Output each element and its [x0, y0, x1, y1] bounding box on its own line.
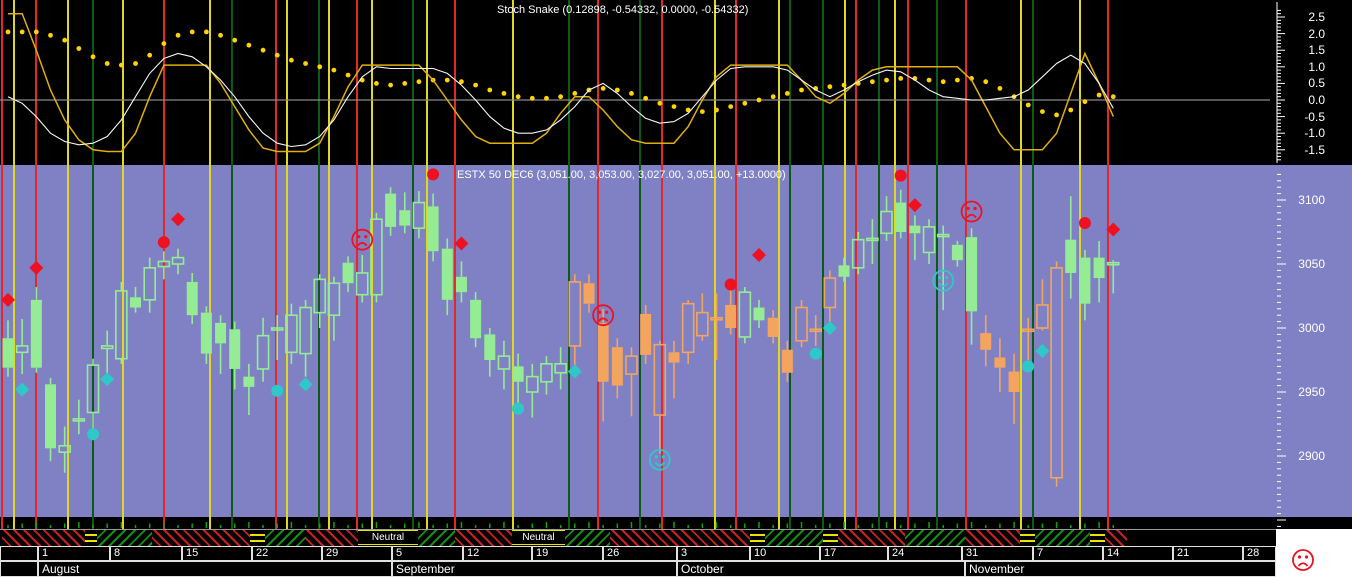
date-cell: 10 — [750, 546, 820, 561]
date-cell: 31 — [962, 546, 1033, 561]
signal-segment-flat — [250, 530, 265, 546]
stoch-ytick-label: 2.5 — [1308, 10, 1325, 24]
stoch-ytick-label: 2.0 — [1308, 26, 1325, 41]
month-cell: October — [677, 561, 965, 577]
symbol-quote-title: ESTX 50 DEC6 (3,051.00, 3,053.00, 3,027.… — [457, 169, 786, 181]
signal-segment-flat — [1090, 530, 1105, 546]
axis-separator-line — [0, 529, 1276, 530]
stoch-ytick-label: -1.5 — [1304, 142, 1325, 157]
signal-segment-bear — [455, 530, 512, 546]
signal-segment-flat — [750, 530, 765, 546]
date-cell: 26 — [603, 546, 677, 561]
date-cell: 21 — [1173, 546, 1243, 561]
date-cell — [0, 546, 38, 561]
price-y-axis[interactable]: 3100 3050 3000 2950 2900 — [1270, 165, 1352, 517]
stoch-ytick-label: 1.0 — [1308, 59, 1325, 74]
date-cell: 7 — [1033, 546, 1103, 561]
signal-segment-neutral: Neutral — [358, 530, 418, 545]
month-cell: September — [392, 561, 677, 577]
price-ytick-label: 2900 — [1298, 449, 1325, 463]
signal-segment-bull — [905, 530, 965, 546]
signal-segment-neutral: Neutral — [512, 530, 565, 545]
month-cell: August — [38, 561, 392, 577]
signal-segment-bear — [838, 530, 905, 546]
date-cell: 29 — [322, 546, 392, 561]
date-cell: 1 — [38, 546, 110, 561]
stoch-y-axis[interactable]: 2.5 2.0 1.5 1.0 0.5 0.0 -0.5 -1.0 -1.5 — [1270, 0, 1352, 165]
signal-segment-bear — [610, 530, 750, 546]
month-axis: August September October November — [0, 561, 1276, 577]
stoch-ytick-label: 0.5 — [1308, 76, 1325, 91]
signal-segment-bull — [565, 530, 610, 546]
month-cell — [0, 561, 38, 577]
stoch-ytick-label: -0.5 — [1304, 109, 1325, 124]
signal-segment-bear — [965, 530, 1020, 546]
date-cell: 15 — [182, 546, 252, 561]
stoch-indicator-panel[interactable] — [0, 0, 1270, 165]
status-corner — [1276, 529, 1352, 577]
date-cell: 24 — [888, 546, 962, 561]
date-cell: 12 — [463, 546, 532, 561]
stoch-indicator-title: Stoch Snake (0.12898, -0.54332, 0.0000, … — [497, 4, 749, 16]
signal-segment-bull — [765, 530, 823, 546]
signal-segment-bear — [305, 530, 358, 546]
signal-segment-bull — [1035, 530, 1090, 546]
signal-segment-flat — [85, 530, 97, 546]
date-cell: 28 — [1243, 546, 1276, 561]
signal-segment-bull — [265, 530, 305, 546]
date-cell: 8 — [110, 546, 182, 561]
date-axis: 1 8 15 22 29 5 12 19 26 3 10 17 24 31 7 14 21 28 — [0, 546, 1276, 561]
stoch-ytick-label: -1.0 — [1304, 126, 1325, 141]
date-cell: 22 — [252, 546, 322, 561]
date-cell: 3 — [677, 546, 750, 561]
month-cell: November — [965, 561, 1276, 577]
signal-segment-flat — [823, 530, 838, 546]
date-cell: 17 — [820, 546, 888, 561]
signal-segment-bear — [2, 530, 85, 546]
trend-signal-strip: Neutral Neutral — [0, 530, 1276, 546]
signal-segment-bear — [152, 530, 250, 546]
date-cell: 5 — [392, 546, 463, 561]
signal-segment-bear — [1105, 530, 1127, 546]
price-ytick-label: 3050 — [1298, 257, 1325, 271]
signal-segment-flat — [1020, 530, 1035, 546]
price-chart-panel[interactable] — [0, 165, 1270, 518]
price-ytick-label: 3000 — [1298, 321, 1325, 335]
signal-segment-bull — [97, 530, 152, 546]
price-ytick-label: 3100 — [1298, 193, 1325, 207]
stoch-ytick-label: 1.5 — [1308, 43, 1325, 58]
signal-segment-bull — [418, 530, 455, 546]
date-cell: 19 — [532, 546, 603, 561]
price-ytick-label: 2950 — [1298, 385, 1325, 399]
date-cell: 14 — [1103, 546, 1173, 561]
stoch-ytick-label: 0.0 — [1308, 93, 1325, 107]
